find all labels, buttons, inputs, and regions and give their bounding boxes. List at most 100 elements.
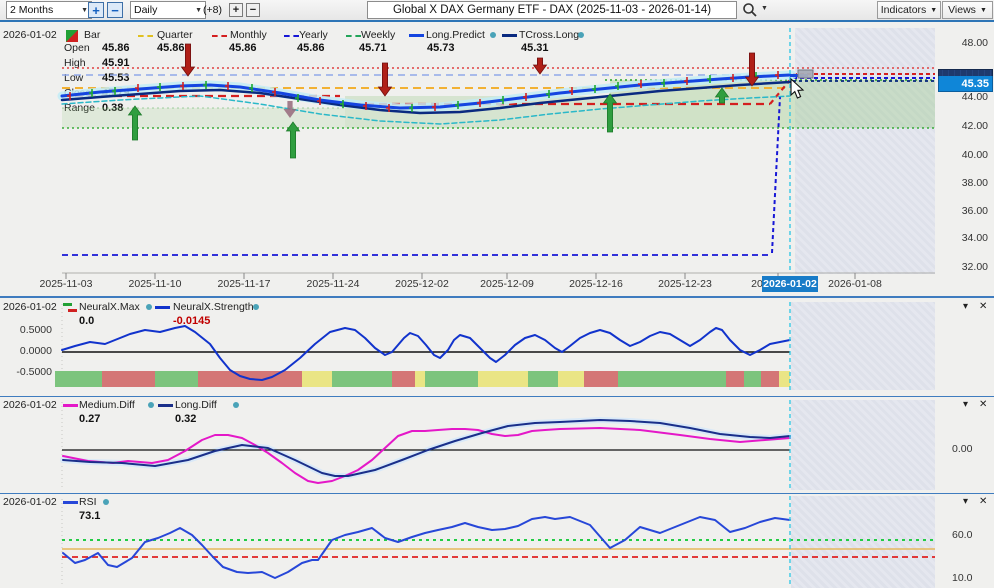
rsi-close-icon[interactable]: ✕	[979, 496, 988, 507]
long-predict-swatch-icon	[409, 34, 424, 37]
medium-diff-swatch-icon	[63, 404, 78, 407]
x-tick: 2025-11-24	[306, 278, 360, 290]
panel-separator	[0, 396, 994, 397]
diff-future-area	[791, 400, 935, 490]
bars-remove-button[interactable]: −	[246, 3, 260, 17]
quarter-swatch-icon	[138, 35, 153, 37]
legend-item-quarter[interactable]: Quarter	[157, 29, 193, 41]
search-dropdown-caret-icon[interactable]: ▼	[761, 5, 768, 12]
quarter-value: 45.86	[157, 42, 185, 54]
info-icon[interactable]	[233, 402, 239, 408]
indicators-button[interactable]: Indicators ▼	[877, 1, 941, 19]
legend-item-weekly[interactable]: Weekly	[361, 29, 396, 41]
range-zoom-out-button[interactable]: −	[107, 2, 123, 18]
y-tick: 38.00	[961, 177, 988, 189]
neural-close-icon[interactable]: ✕	[979, 301, 988, 312]
ohlc-high-value: 45.91	[102, 57, 130, 69]
neuralx-strength-swatch-icon	[155, 306, 170, 309]
neural-future-area	[791, 302, 935, 390]
ohlc-close-label: Close	[64, 87, 91, 99]
interval-select-value: Daily	[134, 4, 158, 16]
diff-cursor-date: 2026-01-02	[3, 399, 57, 411]
y-tick: 32.00	[961, 261, 988, 273]
neuralx-max-swatch-icon	[63, 303, 77, 312]
rsi-y-label: 10.0	[952, 572, 973, 584]
info-icon[interactable]	[253, 304, 259, 310]
info-icon[interactable]	[490, 32, 496, 38]
legend-item-long-predict[interactable]: Long.Predict	[426, 29, 485, 41]
panel-separator	[0, 296, 994, 298]
legend-item-rsi[interactable]: RSI	[79, 496, 97, 508]
x-tick: 2025-12-23	[658, 278, 712, 290]
price-tag-header	[938, 69, 993, 76]
info-icon[interactable]	[148, 402, 154, 408]
monthly-value: 45.86	[229, 42, 257, 54]
legend-item-bar[interactable]: Bar	[84, 29, 101, 41]
neuralx-max-value: 0.0	[79, 315, 95, 327]
search-icon[interactable]	[742, 2, 758, 23]
info-icon[interactable]	[146, 304, 152, 310]
x-tick: 2025-11-03	[39, 278, 93, 290]
rsi-y-label: 60.0	[952, 529, 973, 541]
x-tick: 2025-12-02	[395, 278, 449, 290]
y-tick: 48.00	[961, 37, 988, 49]
y-tick: 36.00	[961, 205, 988, 217]
rsi-collapse-icon[interactable]: ▾	[963, 496, 969, 507]
y-tick: 42.00	[961, 120, 988, 132]
diff-y-label: 0.00	[952, 443, 973, 455]
chevron-down-icon: ▼	[81, 6, 88, 14]
medium-diff-value: 0.27	[79, 413, 101, 425]
range-select-value: 2 Months	[10, 4, 54, 16]
rsi-swatch-icon	[63, 501, 78, 504]
yearly-value: 45.86	[297, 42, 325, 54]
neuralx-strength-value: -0.0145	[173, 315, 211, 327]
chart-title: Global X DAX Germany ETF - DAX (2025-11-…	[367, 1, 737, 19]
monthly-swatch-icon	[212, 35, 227, 37]
info-icon[interactable]	[103, 499, 109, 505]
neural-collapse-icon[interactable]: ▾	[963, 301, 969, 312]
toolbar: 2 Months ▼ + − Daily ▼ (+8) + − Global X…	[0, 0, 994, 22]
x-tick: 2025-12-09	[480, 278, 534, 290]
long-diff-value: 0.32	[175, 413, 197, 425]
legend-item-yearly[interactable]: Yearly	[299, 29, 328, 41]
x-tick: 2025-11-17	[217, 278, 271, 290]
x-tick: 2025-11-10	[128, 278, 182, 290]
range-zoom-in-button[interactable]: +	[88, 2, 104, 18]
interval-select[interactable]: Daily ▼	[130, 1, 206, 19]
ohlc-open-value: 45.86	[102, 42, 130, 54]
legend-item-neuralx-max[interactable]: NeuralX.Max	[79, 301, 140, 313]
legend-item-neuralx-strength[interactable]: NeuralX.Strength	[173, 301, 254, 313]
ohlc-high-label: High	[64, 57, 86, 69]
panel-separator	[0, 493, 994, 494]
long-predict-value: 45.73	[427, 42, 455, 54]
views-button[interactable]: Views ▼	[942, 1, 993, 19]
legend-item-medium-diff[interactable]: Medium.Diff	[79, 399, 135, 411]
ohlc-range-value: 0.38	[102, 102, 124, 114]
offset-label: (+8)	[203, 4, 222, 16]
bar-legend-icon	[66, 30, 78, 42]
y-tick: 44.00	[961, 91, 988, 103]
price-tag: 45.35	[938, 69, 993, 93]
info-icon[interactable]	[578, 32, 584, 38]
chevron-down-icon: ▼	[979, 6, 987, 14]
diff-close-icon[interactable]: ✕	[979, 399, 988, 410]
x-tick: 2025-12-16	[569, 278, 623, 290]
rsi-value: 73.1	[79, 510, 101, 522]
legend-item-monthly[interactable]: Monthly	[230, 29, 267, 41]
tcross-long-swatch-icon	[502, 34, 517, 37]
rsi-future-area	[791, 496, 935, 588]
diff-collapse-icon[interactable]: ▾	[963, 399, 969, 410]
y-tick: 34.00	[961, 232, 988, 244]
legend-item-tcross-long[interactable]: TCross.Long	[519, 29, 580, 41]
y-tick: 40.00	[961, 149, 988, 161]
range-select[interactable]: 2 Months ▼	[6, 1, 92, 19]
bars-add-button[interactable]: +	[229, 3, 243, 17]
long-diff-swatch-icon	[158, 404, 173, 407]
neural-y-label: 0.0000	[19, 345, 52, 357]
neural-cursor-date: 2026-01-02	[3, 301, 57, 313]
legend-item-long-diff[interactable]: Long.Diff	[175, 399, 217, 411]
ohlc-range-label: Range	[64, 102, 95, 114]
weekly-value: 45.71	[359, 42, 387, 54]
ohlc-low-label: Low	[64, 72, 84, 84]
ohlc-low-value: 45.53	[102, 72, 130, 84]
